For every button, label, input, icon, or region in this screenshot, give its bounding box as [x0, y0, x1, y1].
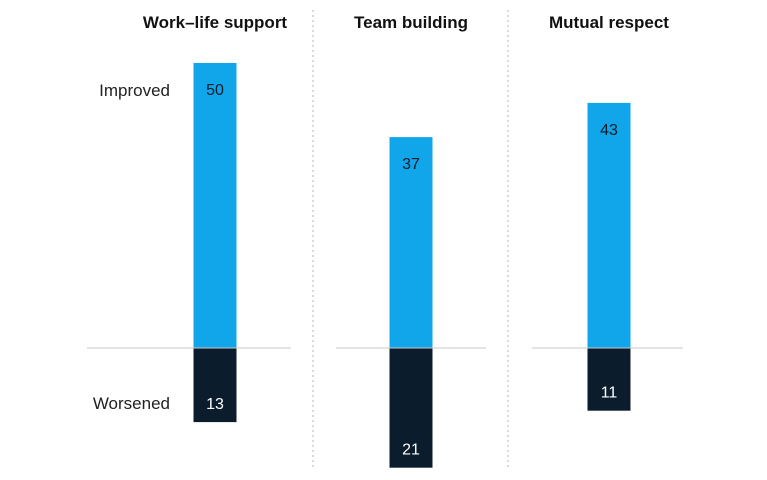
value-label-worsened-2: 21 — [402, 442, 420, 459]
panels: Work–life support 50 13 Team building 37 21 Mu… — [87, 10, 683, 470]
bar-worsened-2 — [389, 348, 433, 468]
bar-worsened-3 — [587, 348, 631, 411]
value-label-worsened-3: 11 — [601, 385, 618, 402]
row-label-improved: Improved — [99, 81, 170, 100]
value-label-improved-2: 37 — [402, 156, 420, 173]
value-label-worsened-1: 13 — [206, 396, 224, 413]
panel-title-2: Team building — [354, 13, 468, 32]
bar-worsened-1 — [193, 348, 237, 423]
row-label-worsened: Worsened — [93, 394, 170, 413]
bar-improved-3 — [587, 102, 631, 349]
panel-title-1: Work–life support — [143, 13, 288, 32]
bar-improved-2 — [389, 137, 433, 348]
bar-improved-1 — [193, 63, 237, 348]
panel-title-3: Mutual respect — [549, 13, 669, 32]
value-label-improved-3: 43 — [600, 122, 618, 139]
value-label-improved-1: 50 — [206, 82, 224, 99]
